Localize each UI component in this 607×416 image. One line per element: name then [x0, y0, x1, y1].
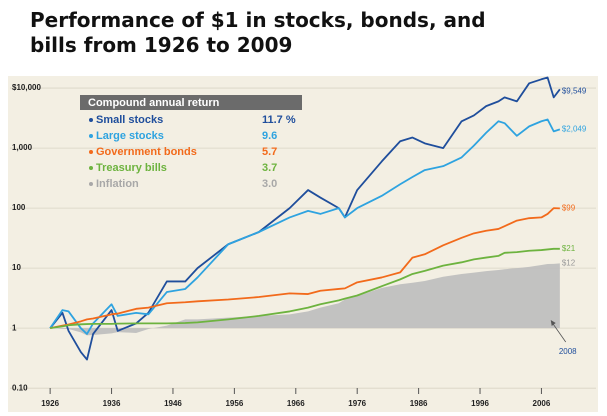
- x-tick-label: 1966: [287, 399, 305, 408]
- x-tick-label: 1956: [225, 399, 243, 408]
- series-line: [50, 247, 560, 330]
- legend-return: 3.7: [262, 162, 277, 174]
- legend-marker: [89, 134, 93, 138]
- plot-background: [8, 76, 598, 412]
- y-tick-label: 10: [12, 263, 21, 272]
- x-tick-label: 1936: [103, 399, 121, 408]
- legend-return: 5.7: [262, 146, 277, 158]
- y-tick-label: 1: [12, 323, 17, 332]
- legend-marker: [89, 182, 93, 186]
- legend-marker: [89, 118, 93, 122]
- x-tick-label: 1946: [164, 399, 182, 408]
- annotation-label: 2008: [559, 347, 577, 356]
- inflation-area: [50, 263, 560, 336]
- legend-marker: [89, 150, 93, 154]
- series-line: [49, 118, 561, 335]
- legend-marker: [89, 166, 93, 170]
- end-label: $99: [562, 203, 576, 212]
- legend-return: 9.6: [262, 130, 277, 142]
- x-tick-label: 1996: [471, 399, 489, 408]
- legend-header: [80, 95, 302, 110]
- x-tick-label: 1986: [410, 399, 428, 408]
- legend-label: Government bonds: [96, 146, 197, 158]
- series-line: [49, 207, 560, 330]
- legend-title: Compound annual return: [88, 97, 220, 109]
- x-tick-label: 1926: [41, 399, 59, 408]
- legend-label: Large stocks: [96, 130, 164, 142]
- x-tick-label: 2006: [533, 399, 551, 408]
- end-label: $2,049: [562, 125, 587, 134]
- y-tick-label: $10,000: [12, 83, 41, 92]
- legend-return: 3.0: [262, 178, 277, 190]
- y-tick-label: 100: [12, 203, 26, 212]
- legend-label: Small stocks: [96, 114, 163, 126]
- annotation-arrowhead: [550, 320, 556, 326]
- chart-title: Performance of $1 in stocks, bonds, and …: [30, 8, 486, 57]
- y-tick-label: 0.10: [12, 383, 28, 392]
- legend-label: Inflation: [96, 178, 139, 190]
- end-label: $9,549: [562, 86, 587, 95]
- y-tick-label: 1,000: [12, 143, 33, 152]
- end-label: $12: [562, 258, 576, 267]
- x-tick-label: 1976: [348, 399, 366, 408]
- annotation-arrow: [551, 321, 567, 343]
- end-label: $21: [562, 244, 576, 253]
- legend-return: 11.7 %: [262, 114, 296, 126]
- legend-label: Treasury bills: [96, 162, 167, 174]
